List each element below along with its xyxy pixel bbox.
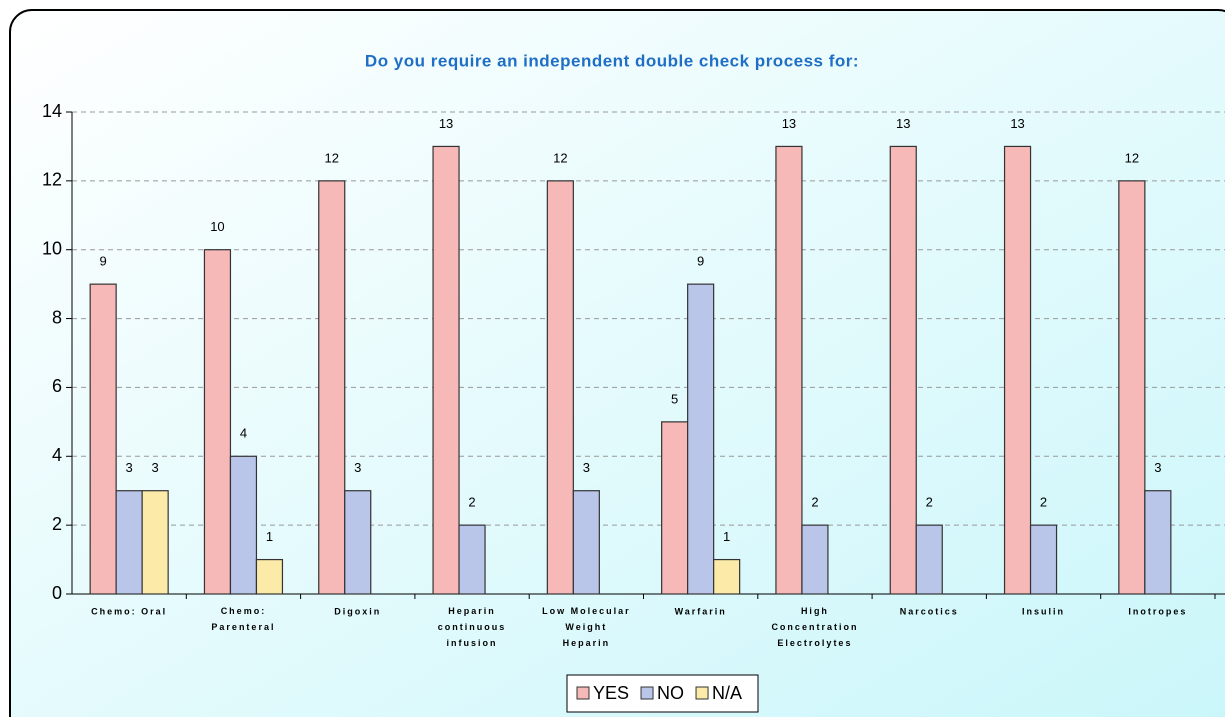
- bar: [1003, 145, 1032, 595]
- data-label: 5: [671, 391, 678, 406]
- bar: [546, 180, 574, 595]
- x-tick-label: Warfarin: [675, 606, 727, 616]
- data-label: 3: [354, 460, 361, 475]
- bar: [229, 455, 258, 595]
- data-label: 2: [811, 495, 818, 510]
- x-tick-label: Heparin continuous infusion: [438, 606, 507, 648]
- x-tick-label: Digoxin: [334, 606, 381, 616]
- x-tick-label: Chemo: Parenteral: [211, 606, 275, 632]
- bar: [203, 249, 232, 595]
- bar: [661, 421, 689, 595]
- data-label: 2: [1040, 495, 1047, 510]
- bar: [432, 145, 460, 595]
- data-label: 13: [782, 116, 796, 131]
- data-label: 3: [152, 460, 159, 475]
- bar: [318, 180, 346, 595]
- y-tick-label: 8: [52, 307, 62, 327]
- bar: [115, 490, 143, 595]
- data-label: 13: [1010, 116, 1024, 131]
- data-label: 3: [583, 460, 590, 475]
- data-label: 2: [468, 495, 475, 510]
- data-label: 13: [896, 116, 910, 131]
- y-tick-label: 0: [52, 583, 62, 603]
- bar: [89, 283, 117, 595]
- data-label: 12: [325, 150, 339, 165]
- y-tick-label: 12: [42, 170, 62, 190]
- data-label: 10: [210, 219, 224, 234]
- bar: [713, 558, 741, 595]
- y-tick-label: 10: [42, 238, 62, 258]
- bar: [1118, 180, 1146, 595]
- x-tick-label: High Concentration Electrolytes: [771, 606, 858, 648]
- bar: [1144, 490, 1172, 595]
- y-tick-label: 2: [52, 514, 62, 534]
- x-tick-label: Inotropes: [1128, 606, 1187, 616]
- y-tick-label: 6: [52, 376, 62, 396]
- bar: [1029, 524, 1058, 595]
- data-label: 9: [697, 254, 704, 269]
- x-tick-label: Narcotics: [900, 606, 959, 616]
- data-label: 2: [926, 495, 933, 510]
- bar: [801, 524, 829, 595]
- bar: [344, 490, 372, 595]
- data-label: 12: [553, 150, 567, 165]
- legend-swatch: [640, 686, 654, 700]
- legend-swatch: [576, 686, 590, 700]
- x-tick-label: Low Molecular Weight Heparin: [542, 606, 631, 648]
- bar: [141, 490, 169, 595]
- bar: [255, 558, 284, 595]
- legend-label: N/A: [712, 683, 742, 703]
- data-label: 3: [1154, 460, 1161, 475]
- data-label: 1: [266, 529, 273, 544]
- data-label: 4: [240, 426, 247, 441]
- x-tick-label: Chemo: Oral: [91, 606, 167, 616]
- chart-title: Do you require an independent double che…: [365, 51, 859, 70]
- bar: [458, 524, 486, 595]
- data-label: 1: [723, 529, 730, 544]
- bar: [915, 524, 943, 595]
- legend-label: YES: [593, 683, 629, 703]
- bar: [775, 145, 803, 595]
- bar: [687, 283, 715, 595]
- data-label: 13: [439, 116, 453, 131]
- y-tick-label: 14: [42, 101, 62, 121]
- data-label: 12: [1125, 150, 1139, 165]
- bar: [572, 490, 600, 595]
- legend-box: [566, 674, 759, 713]
- data-label: 3: [126, 460, 133, 475]
- y-tick-label: 4: [52, 445, 62, 465]
- data-label: 9: [100, 254, 107, 269]
- bar: [889, 145, 917, 595]
- legend-swatch: [695, 686, 709, 700]
- x-tick-label: Insulin: [1022, 606, 1065, 616]
- legend-label: NO: [657, 683, 684, 703]
